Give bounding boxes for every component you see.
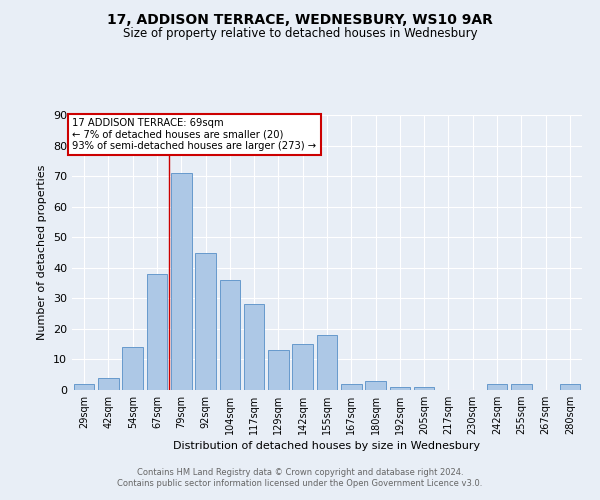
Bar [560, 384, 580, 390]
Bar [98, 378, 119, 390]
Text: 17 ADDISON TERRACE: 69sqm
← 7% of detached houses are smaller (20)
93% of semi-d: 17 ADDISON TERRACE: 69sqm ← 7% of detach… [73, 118, 317, 152]
Bar [122, 347, 143, 390]
Text: Contains HM Land Registry data © Crown copyright and database right 2024.
Contai: Contains HM Land Registry data © Crown c… [118, 468, 482, 487]
Bar [268, 350, 289, 390]
Bar [414, 387, 434, 390]
Bar [244, 304, 265, 390]
Bar [389, 387, 410, 390]
Text: Size of property relative to detached houses in Wednesbury: Size of property relative to detached ho… [122, 28, 478, 40]
Bar [317, 335, 337, 390]
Bar [292, 344, 313, 390]
Bar [365, 381, 386, 390]
Bar [195, 252, 216, 390]
Bar [146, 274, 167, 390]
Text: 17, ADDISON TERRACE, WEDNESBURY, WS10 9AR: 17, ADDISON TERRACE, WEDNESBURY, WS10 9A… [107, 12, 493, 26]
Bar [220, 280, 240, 390]
Bar [511, 384, 532, 390]
Y-axis label: Number of detached properties: Number of detached properties [37, 165, 47, 340]
Bar [74, 384, 94, 390]
Bar [171, 173, 191, 390]
Bar [341, 384, 362, 390]
X-axis label: Distribution of detached houses by size in Wednesbury: Distribution of detached houses by size … [173, 442, 481, 452]
Bar [487, 384, 508, 390]
